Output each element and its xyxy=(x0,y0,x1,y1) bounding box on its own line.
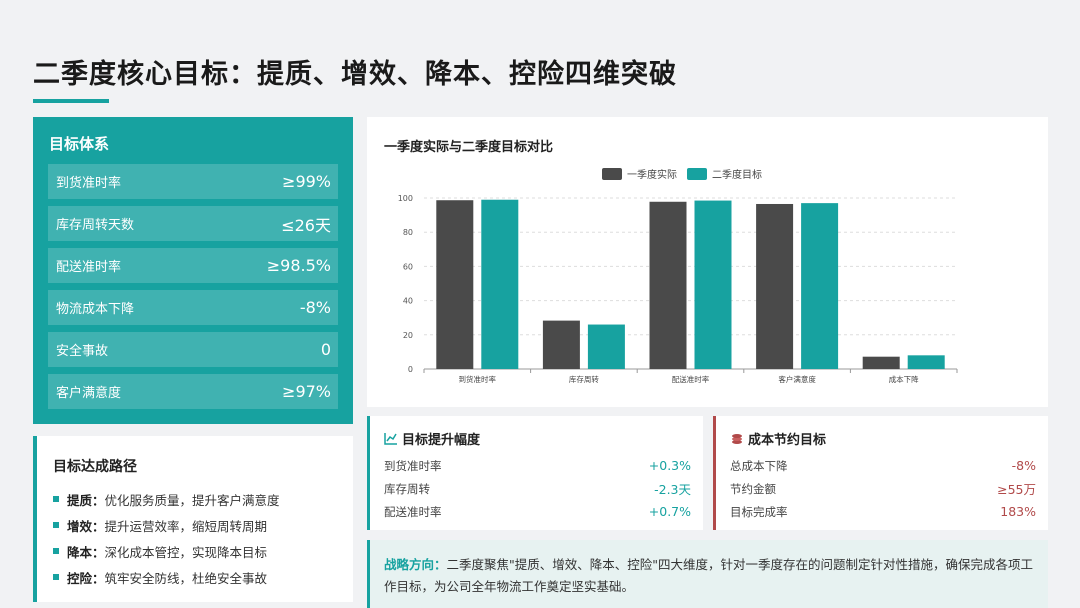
target-label: 到货准时率 xyxy=(56,176,122,191)
cost-saving-header: 成本节约目标 xyxy=(730,428,1036,448)
x-tick-label: 库存周转 xyxy=(569,374,599,384)
strategy-panel: 战略方向：二季度聚焦"提质、增效、降本、控险"四大维度，针对一季度存在的问题制定… xyxy=(367,540,1048,608)
bar xyxy=(694,200,732,369)
target-label: 配送准时率 xyxy=(56,260,122,275)
list-item: 增效： 提升运营效率，缩短周转周期 xyxy=(53,512,353,538)
metric-row: 到货准时率 +0.3% xyxy=(384,454,691,477)
y-tick-label: 60 xyxy=(403,262,413,271)
target-system-panel: 目标体系 到货准时率 ≥99% 库存周转天数 ≤26天 配送准时率 ≥98.5%… xyxy=(33,117,353,424)
strategy-text: 二季度聚焦"提质、增效、降本、控险"四大维度，针对一季度存在的问题制定针对性措施… xyxy=(384,557,1034,594)
target-row: 到货准时率 ≥99% xyxy=(48,164,338,199)
comparison-bar-chart: 一季度实际 二季度目标 0 20 40 60 80 100 到货准时率 库存周转 配送准时率 客户满意… xyxy=(398,168,958,384)
x-tick-label: 成本下降 xyxy=(889,374,919,384)
x-tick-label: 客户满意度 xyxy=(778,374,816,384)
target-row: 客户满意度 ≥97% xyxy=(48,374,338,409)
metric-value: -8% xyxy=(1011,458,1036,473)
bar xyxy=(756,203,794,369)
strategy-lead: 战略方向： xyxy=(384,557,447,572)
metric-value: ≥55万 xyxy=(997,482,1036,497)
path-text: 提升运营效率，缩短周转周期 xyxy=(104,518,268,534)
target-lift-panel: 目标提升幅度 到货准时率 +0.3% 库存周转 -2.3天 配送准时率 +0.7… xyxy=(367,416,703,530)
y-tick-label: 80 xyxy=(403,228,413,237)
achievement-path-title: 目标达成路径 xyxy=(53,459,137,475)
square-bullet-icon xyxy=(53,548,59,554)
metric-label: 到货准时率 xyxy=(384,458,442,473)
target-value: ≥99% xyxy=(282,172,331,191)
cost-saving-panel: 成本节约目标 总成本下降 -8% 节约金额 ≥55万 目标完成率 183% xyxy=(713,416,1048,530)
y-tick-label: 20 xyxy=(403,331,413,340)
metric-label: 配送准时率 xyxy=(384,504,442,519)
target-row: 安全事故 0 xyxy=(48,332,338,367)
comparison-chart-panel: 一季度实际 二季度目标 0 20 40 60 80 100 到货准时率 库存周转 配送准时率 客户满意… xyxy=(367,117,1048,407)
metric-row: 节约金额 ≥55万 xyxy=(730,477,1036,500)
target-value: ≥98.5% xyxy=(266,256,331,275)
bar xyxy=(481,199,519,369)
metric-row: 总成本下降 -8% xyxy=(730,454,1036,477)
path-key: 增效： xyxy=(67,518,105,534)
bar xyxy=(649,201,687,369)
x-tick-label: 到货准时率 xyxy=(459,374,497,384)
target-value: -8% xyxy=(299,298,331,317)
target-lift-title: 目标提升幅度 xyxy=(402,432,481,448)
metric-row: 配送准时率 +0.7% xyxy=(384,500,691,523)
path-key: 降本： xyxy=(67,544,105,560)
cost-saving-title: 成本节约目标 xyxy=(748,432,827,448)
metric-value: -2.3天 xyxy=(654,482,691,497)
list-item: 控险： 筑牢安全防线，杜绝安全事故 xyxy=(53,564,353,590)
legend-swatch xyxy=(687,168,707,180)
path-text: 优化服务质量，提升客户满意度 xyxy=(104,492,280,508)
metric-value: +0.7% xyxy=(648,504,691,519)
legend-swatch xyxy=(602,168,622,180)
bar xyxy=(436,200,474,369)
legend-label: 二季度目标 xyxy=(712,168,762,181)
path-text: 筑牢安全防线，杜绝安全事故 xyxy=(104,570,268,586)
metric-label: 库存周转 xyxy=(384,481,430,496)
bar xyxy=(801,203,839,369)
bar xyxy=(542,320,580,369)
metric-row: 目标完成率 183% xyxy=(730,500,1036,523)
target-lift-header: 目标提升幅度 xyxy=(384,428,691,448)
chart-title: 一季度实际与二季度目标对比 xyxy=(384,140,554,155)
target-value: 0 xyxy=(320,340,331,359)
target-row: 物流成本下降 -8% xyxy=(48,290,338,325)
target-value: ≤26天 xyxy=(281,215,331,235)
target-row: 库存周转天数 ≤26天 xyxy=(48,206,338,241)
path-key: 控险： xyxy=(67,570,105,586)
achievement-path-panel: 目标达成路径 提质： 优化服务质量，提升客户满意度 增效： 提升运营效率，缩短周… xyxy=(33,436,353,602)
y-tick-label: 100 xyxy=(398,194,413,203)
square-bullet-icon xyxy=(53,522,59,528)
list-item: 降本： 深化成本管控，实现降本目标 xyxy=(53,538,353,564)
legend-label: 一季度实际 xyxy=(627,168,677,181)
target-row: 配送准时率 ≥98.5% xyxy=(48,248,338,283)
target-value: ≥97% xyxy=(282,382,331,401)
metric-value: 183% xyxy=(1000,504,1036,519)
list-item: 提质： 优化服务质量，提升客户满意度 xyxy=(53,486,353,512)
metric-row: 库存周转 -2.3天 xyxy=(384,477,691,500)
coins-icon xyxy=(732,434,742,444)
y-tick-label: 40 xyxy=(403,297,413,306)
target-system-title: 目标体系 xyxy=(49,135,110,153)
bar xyxy=(587,324,625,369)
x-tick-label: 配送准时率 xyxy=(672,374,710,384)
title-underline xyxy=(33,99,109,103)
target-label: 物流成本下降 xyxy=(56,302,135,317)
target-label: 客户满意度 xyxy=(56,386,122,401)
bar xyxy=(907,355,945,369)
metric-label: 节约金额 xyxy=(730,481,776,496)
metric-label: 目标完成率 xyxy=(730,504,788,519)
square-bullet-icon xyxy=(53,574,59,580)
bar xyxy=(862,356,900,369)
y-tick-label: 0 xyxy=(408,365,413,374)
metric-label: 总成本下降 xyxy=(730,458,788,473)
page-title: 二季度核心目标：提质、增效、降本、控险四维突破 xyxy=(33,59,677,90)
metric-value: +0.3% xyxy=(648,458,691,473)
target-label: 库存周转天数 xyxy=(56,218,135,233)
path-key: 提质： xyxy=(67,492,105,508)
target-label: 安全事故 xyxy=(56,344,109,359)
path-text: 深化成本管控，实现降本目标 xyxy=(104,544,268,560)
line-chart-icon xyxy=(384,433,397,445)
square-bullet-icon xyxy=(53,496,59,502)
